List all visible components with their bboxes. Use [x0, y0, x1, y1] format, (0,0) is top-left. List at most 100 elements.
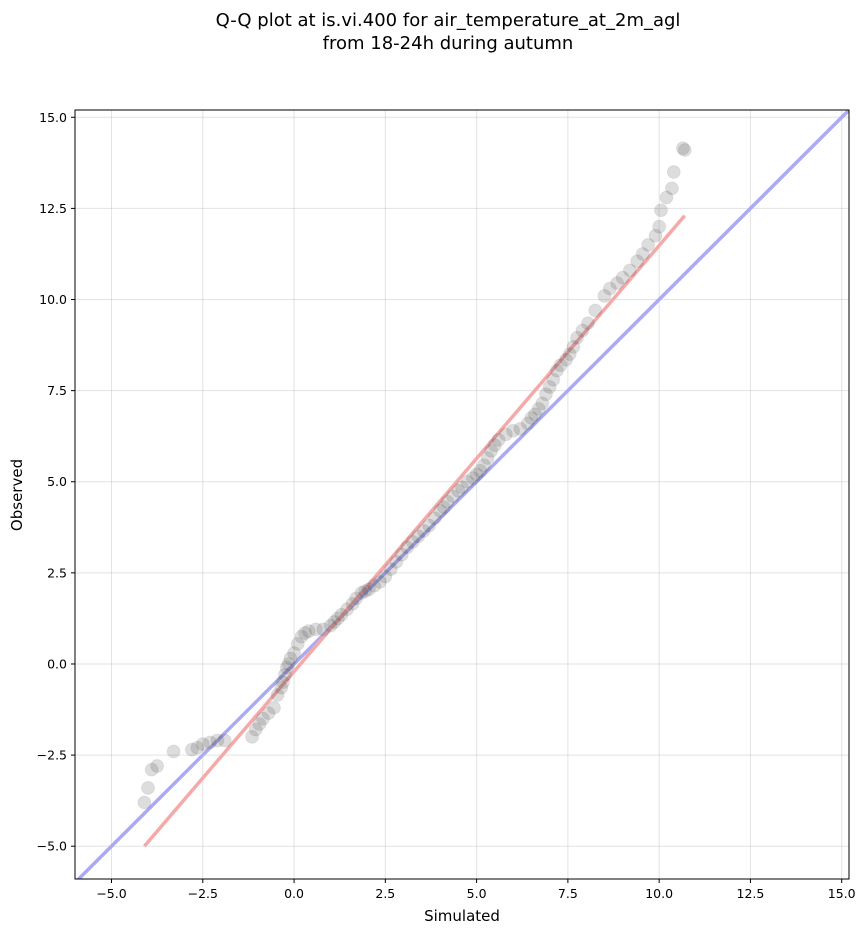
data-point [630, 254, 645, 269]
data-point [531, 401, 546, 416]
data-point [378, 569, 393, 584]
y-tick-label: 0.0 [47, 656, 67, 671]
data-point [575, 323, 590, 338]
data-point [400, 540, 415, 555]
data-point [664, 181, 679, 196]
data-point [549, 363, 564, 378]
data-point [566, 339, 581, 354]
y-tick-label: 10.0 [39, 292, 67, 307]
data-point [195, 737, 210, 752]
data-point [274, 680, 289, 695]
data-point [323, 618, 338, 633]
y-tick-label: 5.0 [47, 474, 67, 489]
data-point [615, 270, 630, 285]
data-point [559, 352, 574, 367]
data-point [641, 237, 656, 252]
data-point [652, 219, 667, 234]
data-points [137, 141, 692, 810]
data-point [513, 421, 528, 436]
x-tick-label: 0.0 [284, 886, 304, 901]
data-point [666, 164, 681, 179]
y-tick-label: 7.5 [47, 383, 67, 398]
plot-area [76, 110, 849, 879]
data-point [316, 622, 331, 637]
fit-line [143, 214, 687, 848]
data-point [367, 578, 382, 593]
data-point [498, 427, 513, 442]
data-point [150, 759, 165, 774]
data-point [476, 458, 491, 473]
data-point [141, 780, 156, 795]
data-point [203, 735, 218, 750]
y-tick-label: 12.5 [39, 201, 67, 216]
data-point [256, 711, 271, 726]
data-point [277, 667, 292, 682]
data-point [597, 288, 612, 303]
x-tick-label: 10.0 [645, 886, 673, 901]
x-tick-label: 7.5 [558, 886, 578, 901]
y-tick-label: 15.0 [39, 110, 67, 125]
data-point [358, 584, 373, 599]
data-point [184, 742, 199, 757]
data-point [538, 387, 553, 402]
data-point [659, 190, 674, 205]
data-point [528, 407, 543, 422]
chart-title-line-1: Q-Q plot at is.vi.400 for air_temperatur… [216, 10, 681, 31]
data-point [411, 529, 426, 544]
data-point [484, 443, 499, 458]
data-point [279, 660, 294, 675]
data-point [506, 423, 521, 438]
data-point [339, 602, 354, 617]
data-point [270, 687, 285, 702]
data-point [210, 733, 225, 748]
data-point [465, 471, 480, 486]
data-point [455, 480, 469, 495]
data-point [294, 629, 309, 644]
data-point [460, 474, 475, 489]
data-point [648, 228, 663, 243]
data-point [433, 503, 448, 518]
identity-line [76, 110, 849, 879]
data-point [445, 489, 460, 504]
data-point [290, 636, 305, 651]
data-point [491, 432, 506, 447]
data-point [301, 624, 316, 639]
data-point [487, 438, 502, 453]
data-point [361, 582, 376, 597]
y-tick-label: −5.0 [37, 839, 67, 854]
x-tick-label: 2.5 [375, 886, 395, 901]
data-point [422, 518, 437, 533]
data-point [389, 554, 404, 569]
data-point [298, 625, 313, 640]
data-point [166, 744, 181, 759]
y-tick-label: −2.5 [37, 748, 67, 763]
data-point [546, 372, 561, 387]
data-point [588, 303, 603, 318]
data-point [562, 347, 577, 362]
data-point [570, 330, 585, 345]
data-point [330, 611, 345, 626]
data-point [675, 141, 690, 156]
x-tick-label: 5.0 [467, 886, 487, 901]
data-point [334, 607, 349, 622]
data-point [261, 706, 276, 721]
chart-title-line-2: from 18-24h during autumn [323, 33, 574, 54]
data-point [427, 511, 442, 526]
data-point [635, 246, 650, 261]
data-point [520, 416, 535, 431]
data-point [345, 596, 360, 611]
data-point [308, 622, 323, 637]
data-point [276, 675, 291, 690]
data-point [248, 722, 263, 737]
x-tick-label: 12.5 [737, 886, 765, 901]
data-point [144, 762, 159, 777]
data-point [436, 500, 451, 515]
x-tick-label: −2.5 [188, 886, 218, 901]
data-point [677, 143, 692, 158]
data-point [535, 396, 550, 411]
data-point [416, 523, 431, 538]
data-point [252, 717, 267, 732]
data-point [553, 358, 568, 373]
data-point [524, 410, 539, 425]
